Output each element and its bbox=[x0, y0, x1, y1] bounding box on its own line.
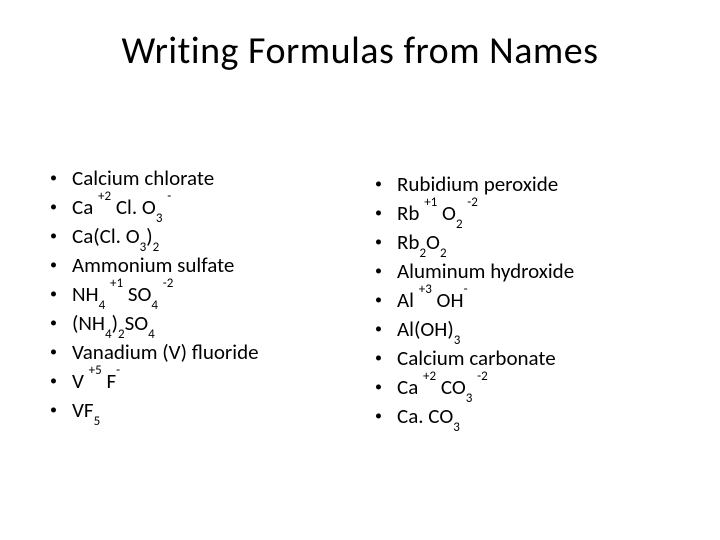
bullet-icon: • bbox=[50, 251, 72, 279]
list-item-content: V +5 F- bbox=[72, 367, 120, 396]
bullet-icon: • bbox=[50, 164, 72, 192]
list-item: •Rb2O2 bbox=[375, 228, 670, 257]
list-item-content: Ca +2 Cl. O3 - bbox=[72, 193, 171, 222]
list-item: •(NH4)2SO4 bbox=[50, 309, 345, 338]
bullet-icon: • bbox=[375, 286, 397, 314]
bullet-icon: • bbox=[375, 228, 397, 256]
bullet-icon: • bbox=[375, 315, 397, 343]
bullet-icon: • bbox=[375, 199, 397, 227]
list-item-content: NH4 +1 SO4 -2 bbox=[72, 280, 173, 309]
bullet-icon: • bbox=[50, 280, 72, 308]
list-item: •Calcium chlorate bbox=[50, 164, 345, 193]
bullet-icon: • bbox=[50, 193, 72, 221]
list-item: •Rb +1 O2 -2 bbox=[375, 199, 670, 228]
list-item: •V +5 F- bbox=[50, 367, 345, 396]
left-column: •Calcium chlorate•Ca +2 Cl. O3 -•Ca(Cl. … bbox=[50, 164, 345, 431]
right-column: •Rubidium peroxide•Rb +1 O2 -2•Rb2O2•Alu… bbox=[375, 164, 670, 431]
list-item: •Al +3 OH- bbox=[375, 286, 670, 315]
bullet-icon: • bbox=[375, 257, 397, 285]
list-item: •Ca. CO3 bbox=[375, 402, 670, 431]
bullet-icon: • bbox=[50, 367, 72, 395]
list-item: •Rubidium peroxide bbox=[375, 170, 670, 199]
bullet-icon: • bbox=[375, 344, 397, 372]
bullet-icon: • bbox=[50, 396, 72, 424]
list-item-content: Al +3 OH- bbox=[397, 286, 468, 315]
list-item-content: VF5 bbox=[72, 396, 100, 425]
bullet-icon: • bbox=[50, 309, 72, 337]
list-item-content: (NH4)2SO4 bbox=[72, 309, 155, 338]
list-item-content: Ca(Cl. O3)2 bbox=[72, 222, 159, 251]
right-list: •Rubidium peroxide•Rb +1 O2 -2•Rb2O2•Alu… bbox=[375, 170, 670, 431]
list-item-content: Al(OH)3 bbox=[397, 315, 460, 344]
content-columns: •Calcium chlorate•Ca +2 Cl. O3 -•Ca(Cl. … bbox=[50, 164, 670, 431]
list-item: •Ca(Cl. O3)2 bbox=[50, 222, 345, 251]
bullet-icon: • bbox=[375, 402, 397, 430]
list-item: •Al(OH)3 bbox=[375, 315, 670, 344]
list-item: •Calcium carbonate bbox=[375, 344, 670, 373]
list-item-content: Ammonium sulfate bbox=[72, 251, 234, 280]
bullet-icon: • bbox=[375, 170, 397, 198]
list-item-content: Rb2O2 bbox=[397, 228, 447, 257]
left-list: •Calcium chlorate•Ca +2 Cl. O3 -•Ca(Cl. … bbox=[50, 164, 345, 425]
bullet-icon: • bbox=[50, 338, 72, 366]
bullet-icon: • bbox=[50, 222, 72, 250]
list-item-content: Ca. CO3 bbox=[397, 402, 460, 431]
list-item: •Ca +2 CO3 -2 bbox=[375, 373, 670, 402]
slide-title: Writing Formulas from Names bbox=[50, 28, 670, 74]
list-item-content: Calcium chlorate bbox=[72, 164, 214, 193]
list-item-content: Ca +2 CO3 -2 bbox=[397, 373, 488, 402]
bullet-icon: • bbox=[375, 373, 397, 401]
list-item: •NH4 +1 SO4 -2 bbox=[50, 280, 345, 309]
list-item: •VF5 bbox=[50, 396, 345, 425]
list-item: •Ammonium sulfate bbox=[50, 251, 345, 280]
list-item: •Ca +2 Cl. O3 - bbox=[50, 193, 345, 222]
list-item-content: Rb +1 O2 -2 bbox=[397, 199, 478, 228]
